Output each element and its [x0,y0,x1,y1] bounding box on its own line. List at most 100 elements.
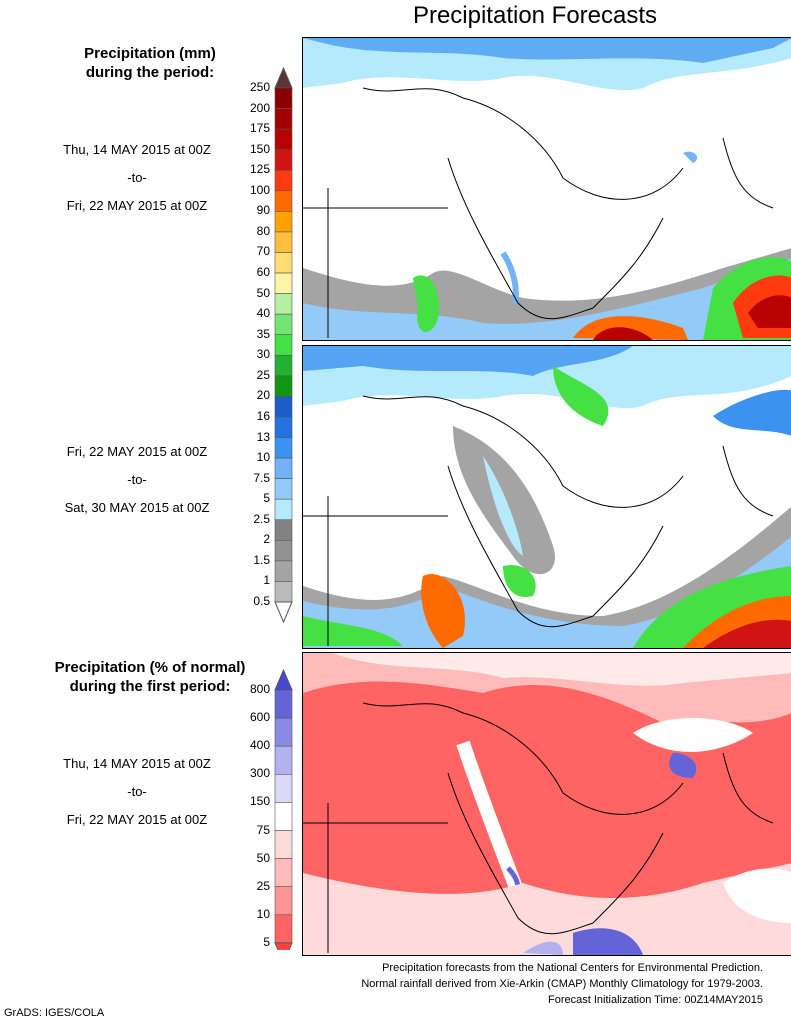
colorbar-cell [274,375,293,397]
page-title: Precipitation Forecasts [412,2,658,29]
colorbar-tick-label: 25 [256,367,270,382]
footer-line3: Forecast Initialization Time: 00Z14MAY20… [547,994,763,1006]
period2-end: Sat, 30 MAY 2015 at 00Z [64,500,210,515]
colorbar-tick-label: 35 [256,326,270,341]
colorbar-tick-label: 400 [249,738,270,753]
colorbar-tick-label: 600 [249,710,270,725]
colorbar-tick-label: 150 [249,141,270,156]
colorbar-tick-label: 100 [249,182,270,197]
colorbar-cell [274,128,293,150]
colorbar-tick-label: 1.5 [253,552,270,567]
colorbar-tick-label: 2.5 [253,511,270,526]
colorbar-tick-label: 25 [256,878,270,893]
colorbar-cell [274,149,293,171]
percent-field [303,653,791,955]
colorbar-over-arrow [274,668,293,691]
colorbar-cell [274,190,293,212]
colorbar-tick-label: 800 [249,682,270,696]
precip-heading-line1: Precipitation (mm) [84,45,216,62]
map-panel-period1 [302,37,791,341]
colorbar-cell [274,293,293,315]
period3-end: Fri, 22 MAY 2015 at 00Z [66,812,208,827]
precip-legend-heading: Precipitation (mm) during the period: [20,44,280,82]
colorbar-tick-label: 10 [256,450,270,465]
period3-start: Thu, 14 MAY 2015 at 00Z [63,756,211,771]
colorbar-tick-label: 150 [249,794,270,809]
colorbar-tick-label: 1 [263,573,270,588]
colorbar-cell [274,478,293,500]
colorbar-tick-label: 30 [256,347,270,362]
footer-line2: Normal rainfall derived from Xie-Arkin (… [361,978,763,990]
colorbar-cell [274,437,293,459]
colorbar-cell [274,858,293,888]
colorbar-cell [274,581,293,603]
footer-line1: Precipitation forecasts from the Nationa… [382,962,763,974]
colorbar-tick-label: 10 [256,906,270,921]
footer-notes: Precipitation forecasts from the Nationa… [361,960,763,1008]
precip-field [303,38,791,340]
colorbar-tick-label: 5 [263,491,270,506]
colorbar-tick-label: 7.5 [253,470,270,485]
period1-start: Thu, 14 MAY 2015 at 00Z [63,142,211,157]
colorbar-tick-label: 16 [256,408,270,423]
colorbar-cell [274,252,293,274]
colorbar-cell [274,416,293,438]
map-panel-percent-normal [302,652,791,956]
pct-legend-heading: Precipitation (% of normal) during the f… [10,658,290,696]
colorbar-cell [274,830,293,859]
colorbar-cell [274,272,293,294]
colorbar-cell [274,87,293,109]
grads-credit: GrADS: IGES/COLA [4,1007,105,1019]
colorbar-tick-label: 80 [256,223,270,238]
colorbar-cell [274,689,293,719]
period1-to: -to- [127,170,147,185]
colorbar-cell [274,774,293,803]
colorbar-cell [274,396,293,418]
map-boundaries [303,702,774,953]
colorbar-tick-label: 90 [256,203,270,218]
colorbar-cell [274,519,293,541]
colorbar-tick-label: 2 [263,532,270,547]
period1-end: Fri, 22 MAY 2015 at 00Z [66,198,208,213]
colorbar-cell [274,717,293,747]
colorbar-cell [274,560,293,582]
colorbar-cell [274,802,293,831]
colorbar-tick-label: 60 [256,265,270,280]
pct-heading-line2: during the first period: [69,678,231,695]
colorbar-cell [274,498,293,521]
colorbar-cell [274,745,293,775]
colorbar-tick-label: 300 [249,766,270,781]
colorbar-tick-label: 125 [249,162,270,177]
colorbar-tick-label: 200 [249,100,270,115]
colorbar-cell [274,334,293,356]
colorbar-tick-label: 40 [256,306,270,321]
pct-heading-line1: Precipitation (% of normal) [54,659,246,676]
colorbar-over-arrow [274,66,293,89]
colorbar-cell [274,354,293,377]
colorbar-cell [274,886,293,916]
colorbar-tick-label: 5 [263,934,270,949]
colorbar-tick-label: 250 [249,80,270,94]
period2-start: Fri, 22 MAY 2015 at 00Z [66,444,208,459]
colorbar-tick-label: 70 [256,244,270,259]
colorbar-under-arrow [274,601,293,624]
colorbar-tick-label: 75 [256,822,270,837]
map-boundaries [303,395,774,646]
colorbar-tick-label: 20 [256,388,270,403]
colorbar-cell [274,914,293,944]
colorbar-cell [274,457,293,479]
map-panel-period2 [302,345,791,649]
colorbar-tick-label: 175 [249,121,270,136]
colorbar-tick-label: 13 [256,429,270,444]
colorbar-tick-label: 50 [256,850,270,865]
colorbar-under-arrow [274,942,293,950]
colorbar-tick-label: 50 [256,285,270,300]
colorbar-cell [274,108,293,130]
colorbar-cell [274,211,293,233]
colorbar-cell [274,540,293,562]
colorbar-tick-label: 0.5 [253,594,270,608]
pct-colorbar [274,668,293,950]
precip-colorbar [274,66,293,624]
colorbar-cell [274,231,293,253]
